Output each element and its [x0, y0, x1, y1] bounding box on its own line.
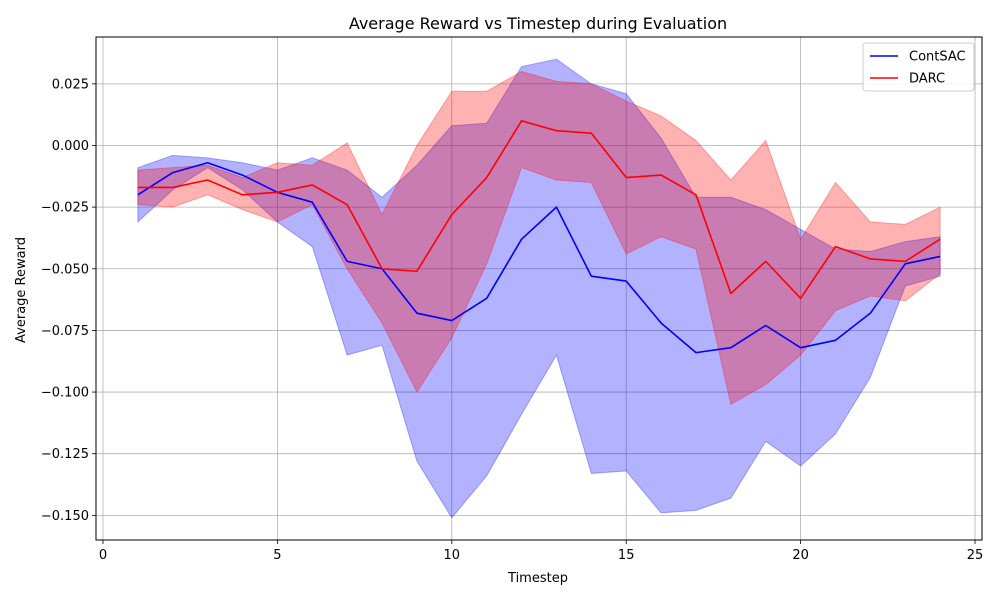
y-tick-label: −0.050: [41, 262, 89, 277]
legend-label-contsac: ContSAC: [909, 50, 966, 65]
x-tick-label: 0: [99, 548, 107, 563]
x-tick-label: 15: [618, 548, 635, 563]
x-tick-label: 25: [967, 548, 984, 563]
x-tick-label: 5: [273, 548, 281, 563]
contsac-line: [137, 161, 941, 354]
darc-band: [137, 70, 941, 406]
x-axis-ticks: 0 5 10 15 20 25: [99, 540, 983, 563]
confidence-bands: [137, 58, 941, 519]
y-tick-label: −0.125: [41, 447, 89, 462]
x-tick-label: 20: [792, 548, 809, 563]
legend: ContSAC DARC: [862, 42, 975, 92]
y-tick-label: −0.150: [41, 509, 89, 524]
legend-box: [862, 42, 975, 92]
grid-lines: [96, 37, 982, 540]
y-tick-label: 0.025: [52, 77, 89, 92]
y-tick-label: −0.025: [41, 201, 89, 216]
y-tick-label: 0.000: [52, 139, 89, 154]
contsac-band: [137, 58, 941, 519]
x-tick-label: 10: [444, 548, 461, 563]
plot-frame: [95, 36, 983, 541]
y-tick-label: −0.100: [41, 386, 89, 401]
chart-title: Average Reward vs Timestep during Evalua…: [349, 14, 727, 33]
y-axis-ticks: −0.150 −0.125 −0.100 −0.075 −0.050 −0.025 0.00…: [41, 77, 96, 524]
series-lines: [137, 120, 941, 354]
y-axis-label: Average Reward: [14, 237, 29, 343]
y-tick-label: −0.075: [41, 324, 89, 339]
darc-line: [137, 120, 941, 300]
x-axis-label: Timestep: [507, 571, 568, 586]
legend-label-darc: DARC: [909, 72, 945, 87]
